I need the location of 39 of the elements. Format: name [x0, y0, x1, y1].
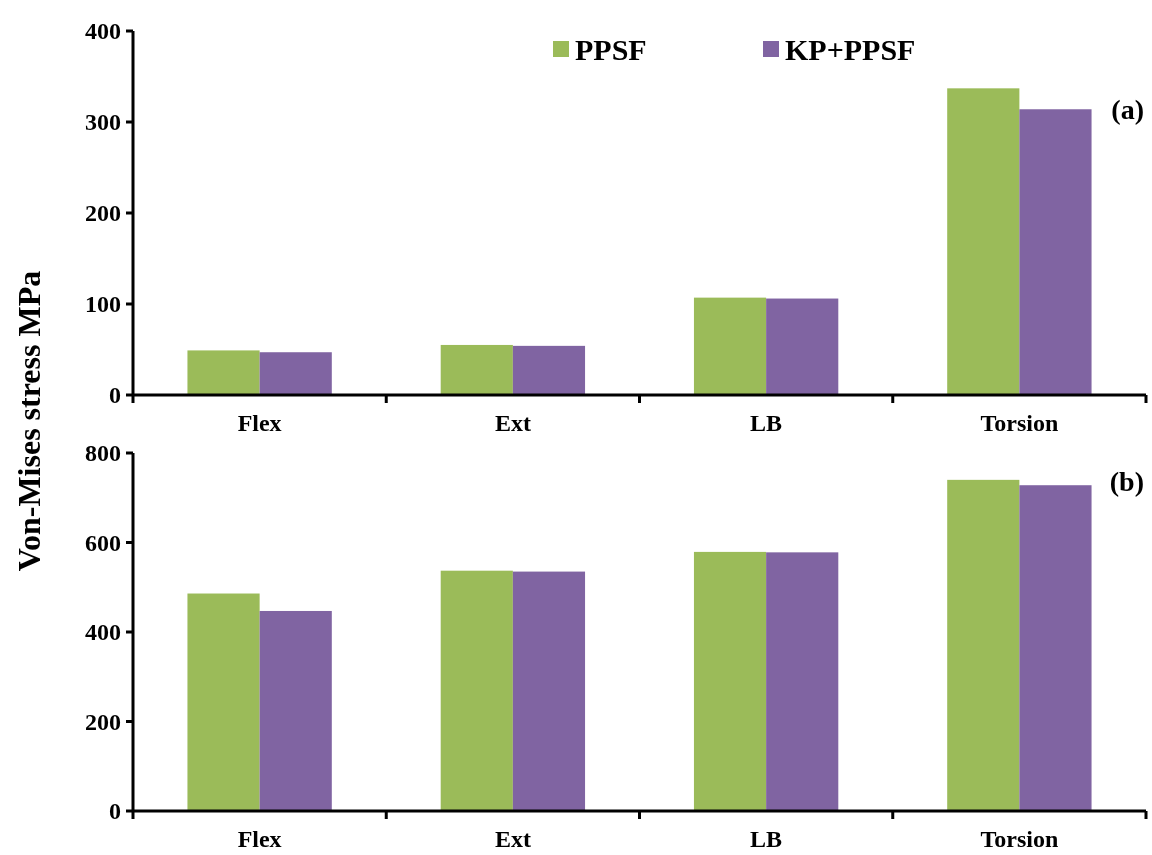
x-tick-label: LB — [750, 826, 783, 852]
bar — [512, 345, 586, 395]
x-tick-label: Flex — [237, 826, 282, 852]
y-tick-label: 100 — [85, 291, 121, 318]
x-tick-label: Torsion — [980, 410, 1059, 436]
y-tick-label: 200 — [85, 708, 121, 735]
bar — [766, 298, 839, 395]
bar — [1019, 109, 1092, 395]
bar — [259, 352, 332, 395]
legend-label: KP+PPSF — [785, 32, 916, 66]
bar — [440, 344, 513, 395]
x-tick-label: Ext — [494, 826, 531, 852]
annotation: (b) — [1109, 466, 1144, 497]
bar — [440, 570, 513, 811]
bar — [947, 88, 1020, 395]
bar — [512, 571, 586, 811]
y-tick-label: 200 — [85, 200, 121, 227]
bar — [693, 551, 767, 811]
y-axis-title: Von-Mises stress MPa — [11, 270, 47, 572]
bar — [693, 297, 767, 395]
x-tick-label: Torsion — [980, 826, 1059, 852]
bar — [766, 552, 839, 811]
bar — [947, 479, 1020, 811]
y-tick-label: 800 — [85, 440, 121, 467]
x-tick-label: Flex — [237, 410, 282, 436]
y-tick-label: 0 — [109, 798, 121, 825]
bar — [1019, 485, 1092, 811]
y-tick-label: 400 — [85, 619, 121, 646]
y-tick-label: 300 — [85, 109, 121, 136]
y-tick-label: 600 — [85, 529, 121, 556]
x-tick-label: LB — [750, 410, 783, 436]
y-tick-label: 0 — [109, 382, 121, 409]
bar — [259, 610, 332, 811]
bar — [187, 350, 260, 395]
annotation: (a) — [1111, 94, 1144, 125]
x-tick-label: Ext — [494, 410, 531, 436]
bar — [187, 593, 260, 811]
y-tick-label: 400 — [85, 18, 121, 45]
legend-label: PPSF — [575, 32, 647, 66]
